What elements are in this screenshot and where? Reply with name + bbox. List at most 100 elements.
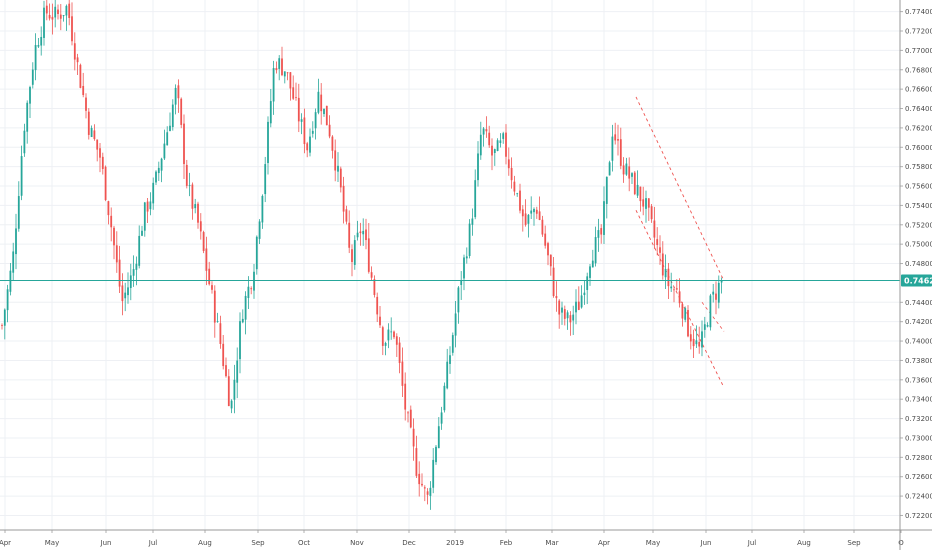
y-tick-label: 0.74800 [905, 260, 932, 268]
y-tick-label: 0.75800 [905, 163, 932, 171]
candle-body [261, 195, 264, 223]
candle-body [594, 237, 597, 264]
candle-body [297, 97, 300, 122]
x-tick-label: Apr [598, 539, 610, 547]
candle-body [412, 428, 415, 447]
last-price-label: 0.74625 [904, 277, 932, 286]
candle-body [250, 288, 253, 290]
candle-body [188, 185, 191, 186]
candle-body [636, 184, 639, 196]
candle-body [709, 295, 712, 328]
y-tick-label: 0.76600 [905, 86, 932, 94]
candle-body [701, 331, 703, 348]
candle-body [510, 167, 513, 181]
candle-body [519, 190, 521, 211]
candle-body [12, 251, 15, 273]
candle-body [311, 130, 314, 134]
candle-body [132, 269, 135, 276]
candle-body [124, 292, 127, 299]
x-tick-label: Jul [148, 539, 158, 547]
candle-body [230, 400, 233, 409]
candle-body [687, 309, 689, 337]
y-tick-label: 0.75600 [905, 183, 932, 191]
candle-body [393, 331, 395, 338]
candle-body [600, 228, 603, 235]
candle-body [146, 201, 149, 212]
candle-body [381, 327, 384, 346]
candle-body [23, 130, 26, 154]
x-tick-label: Jun [100, 539, 112, 547]
candle-body [577, 301, 580, 310]
candle-body [135, 263, 138, 270]
candle-body [415, 448, 418, 476]
candle-body [446, 361, 449, 389]
candle-body [479, 134, 482, 156]
candle-body [166, 132, 169, 146]
candle-body [684, 308, 687, 320]
candle-body [43, 7, 45, 38]
x-tick-label: Sep [847, 539, 861, 547]
candle-body [558, 300, 561, 315]
candle-body [471, 218, 474, 225]
y-tick-label: 0.75400 [905, 202, 932, 210]
x-tick-label: Aug [198, 539, 212, 547]
candle-body [549, 254, 552, 267]
candle-body [163, 143, 166, 159]
candle-body [314, 112, 317, 129]
y-tick-label: 0.77400 [905, 8, 932, 16]
candle-body [247, 286, 250, 299]
candle-body [359, 231, 362, 234]
candle-body [440, 412, 443, 424]
candle-body [376, 296, 379, 315]
candle-body [269, 101, 272, 124]
candle-body [460, 280, 463, 285]
candle-body [485, 129, 488, 132]
x-tick-label: 2019 [446, 539, 464, 547]
channel-mid-segment [701, 302, 725, 332]
candle-body [353, 240, 356, 265]
candle-body [426, 491, 429, 495]
candle-body [129, 275, 132, 289]
candle-body [566, 312, 569, 319]
candle-body [421, 483, 423, 486]
y-tick-label: 0.73200 [905, 415, 932, 423]
candle-body [628, 166, 631, 179]
candle-body [538, 211, 541, 221]
candle-body [325, 105, 328, 126]
candle-body [395, 336, 398, 345]
candle-body [29, 87, 31, 104]
candle-body [253, 271, 255, 291]
candle-body [656, 239, 659, 246]
candle-body [432, 459, 435, 488]
candle-body [547, 243, 549, 256]
candle-body [272, 68, 275, 102]
candle-body [659, 247, 661, 253]
candle-body [345, 209, 348, 222]
candle-body [303, 117, 306, 145]
candle-body [407, 412, 409, 414]
candle-body [457, 287, 460, 313]
candle-body [561, 307, 563, 313]
candle-body [286, 72, 289, 74]
y-tick-label: 0.77200 [905, 28, 932, 36]
candle-body [362, 230, 365, 235]
x-tick-label: Apr [0, 539, 11, 547]
candle-body [541, 219, 544, 235]
candle-body [404, 383, 407, 410]
candle-body [474, 180, 477, 218]
candle-body [370, 272, 373, 278]
candle-body [191, 184, 194, 209]
candle-body [17, 196, 20, 229]
candle-body [82, 85, 85, 95]
candle-body [527, 214, 530, 224]
candle-body [409, 409, 412, 428]
candle-body [255, 236, 258, 270]
candle-body [127, 287, 129, 296]
candle-body [437, 426, 440, 449]
candle-body [59, 14, 62, 19]
candle-body [222, 343, 225, 367]
candle-body [241, 318, 244, 323]
candle-body [205, 248, 208, 271]
